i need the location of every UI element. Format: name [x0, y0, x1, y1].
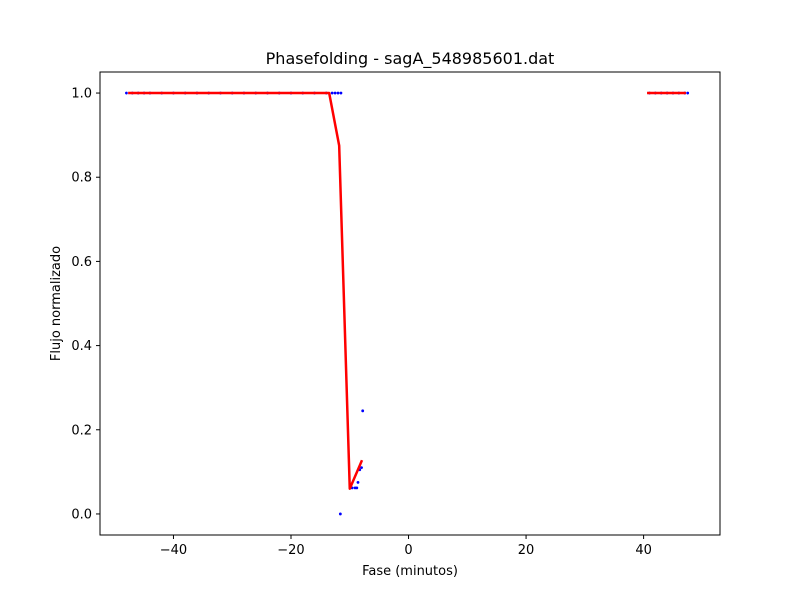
data-point: [356, 480, 360, 484]
data-point: [355, 486, 359, 490]
y-tick-label: 1.0: [71, 87, 92, 102]
data-point: [333, 91, 337, 95]
data-point: [360, 466, 363, 470]
x-tick-label: 40: [635, 543, 652, 558]
data-point: [361, 409, 365, 413]
y-tick-label: 0.4: [71, 339, 92, 354]
data-point: [336, 91, 340, 95]
y-tick-label: 0.6: [71, 255, 92, 270]
fit-line-segment: [128, 91, 364, 490]
y-tick-label: 0.0: [71, 507, 92, 522]
x-tick-label: −40: [160, 543, 187, 558]
y-tick-label: 0.2: [71, 423, 92, 438]
plot-data: [125, 91, 690, 516]
data-point: [338, 512, 342, 516]
x-tick-label: 0: [404, 543, 412, 558]
chart-title: Phasefolding - sagA_548985601.dat: [266, 49, 555, 69]
plot-frame: [99, 71, 721, 536]
y-axis-ticks: 0.0 0.2 0.4 0.6 0.8 1.0: [71, 87, 100, 522]
x-axis-label: Fase (minutos): [362, 564, 458, 579]
x-tick-label: −20: [277, 543, 304, 558]
x-tick-label: 20: [518, 543, 535, 558]
y-tick-label: 0.8: [71, 171, 92, 186]
data-point: [330, 91, 334, 95]
y-axis-label: Flujo normalizado: [49, 246, 64, 361]
data-point: [125, 91, 128, 95]
data-point: [686, 91, 690, 95]
x-axis-ticks: −40 −20 0 20 40: [160, 535, 652, 558]
data-point: [339, 91, 343, 95]
